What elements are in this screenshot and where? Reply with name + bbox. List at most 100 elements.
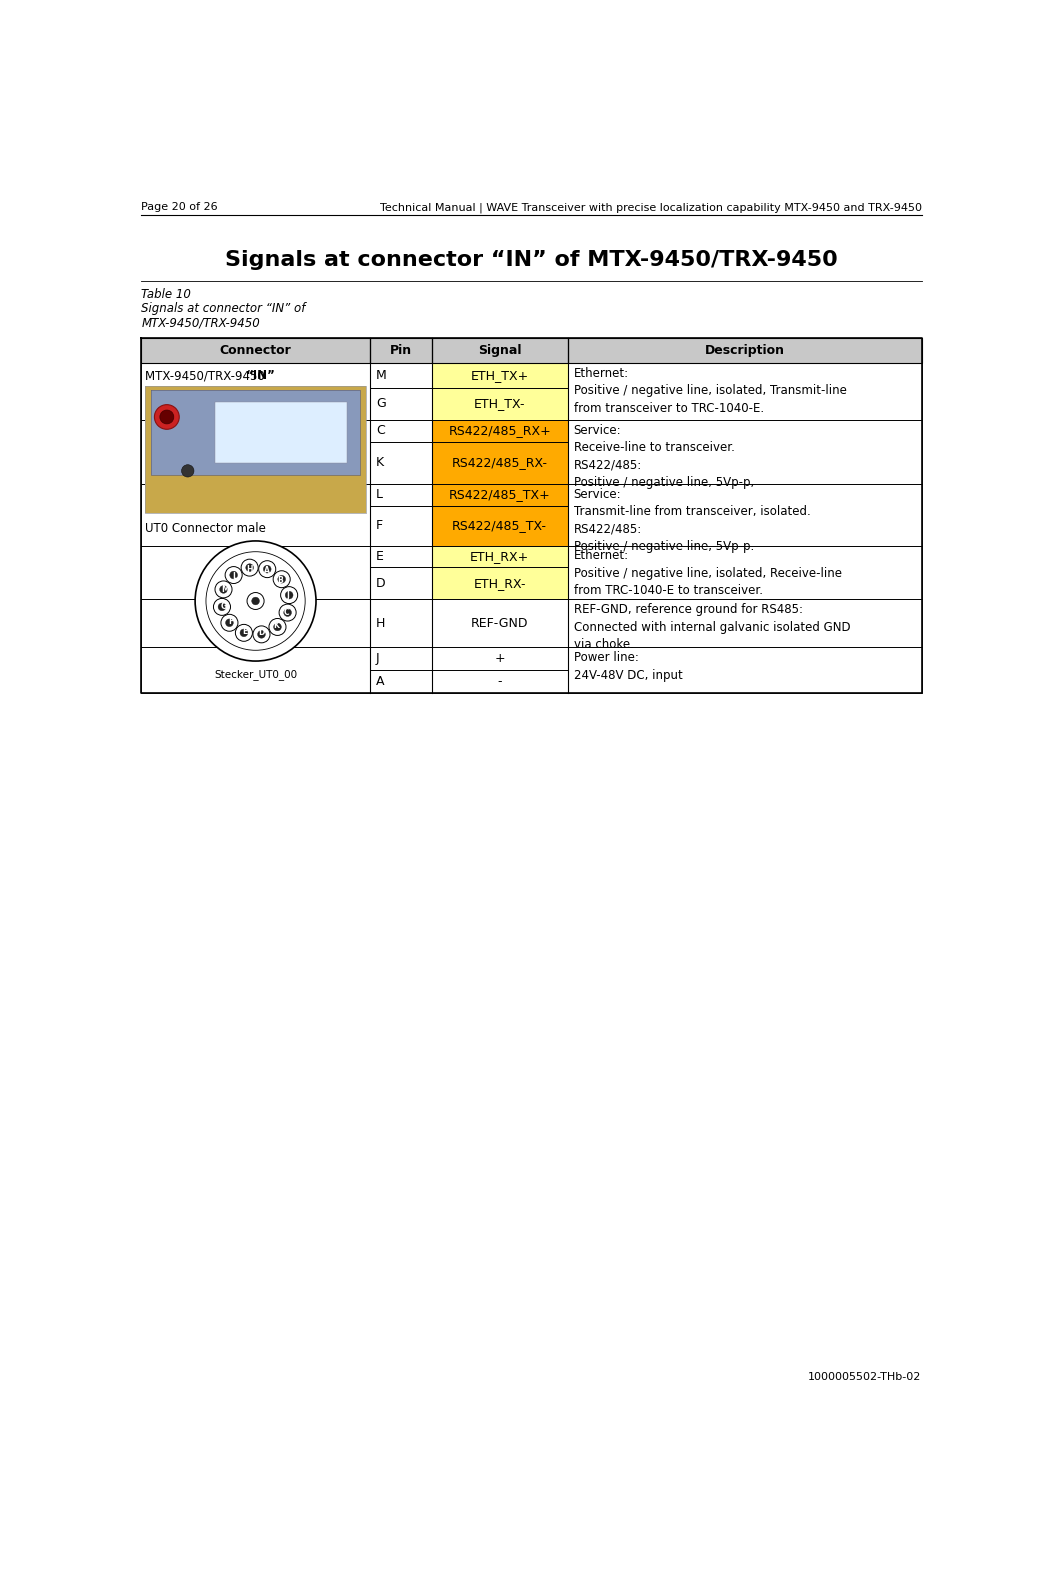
Bar [567, 339, 922, 362]
Bar [141, 646, 370, 693]
Bar [567, 646, 922, 693]
Bar [370, 420, 431, 441]
Text: Ethernet:
Positive / negative line, isolated, Receive-line
from TRC-1040-E to tr: Ethernet: Positive / negative line, isol… [573, 549, 842, 598]
Text: UT0 Connector male: UT0 Connector male [145, 522, 267, 535]
Circle shape [281, 587, 298, 604]
Bar [141, 599, 370, 646]
Bar [431, 670, 567, 693]
Text: Signal: Signal [478, 344, 522, 358]
Circle shape [215, 581, 232, 598]
Circle shape [195, 541, 316, 661]
Circle shape [214, 598, 230, 615]
Text: ETH_TX+: ETH_TX+ [471, 369, 529, 381]
Text: C: C [283, 607, 289, 617]
Text: F: F [228, 617, 233, 626]
Circle shape [155, 405, 179, 430]
Circle shape [257, 631, 265, 639]
Text: Stecker_UT0_00: Stecker_UT0_00 [214, 668, 298, 679]
Text: H: H [376, 617, 386, 629]
Bar [431, 505, 567, 546]
Bar [370, 546, 431, 566]
Circle shape [226, 618, 233, 626]
Bar [370, 483, 431, 505]
Text: A: A [263, 566, 270, 576]
Bar [567, 546, 922, 599]
Text: +: + [495, 653, 505, 665]
Bar [141, 420, 370, 483]
Bar [370, 670, 431, 693]
Bar [141, 546, 370, 599]
Circle shape [220, 585, 227, 593]
Text: -: - [498, 675, 502, 689]
Circle shape [242, 559, 258, 576]
Text: Signals at connector “IN” of MTX-9450/TRX-9450: Signals at connector “IN” of MTX-9450/TR… [225, 249, 838, 270]
Circle shape [258, 560, 276, 577]
Text: Technical Manual | WAVE Transceiver with precise localization capability MTX-945: Technical Manual | WAVE Transceiver with… [380, 202, 922, 213]
Bar [370, 566, 431, 599]
Bar [141, 483, 370, 546]
Text: G: G [376, 397, 386, 411]
Bar [370, 362, 431, 388]
Bar [370, 599, 431, 646]
Circle shape [285, 592, 293, 599]
Bar [431, 646, 567, 670]
Bar [567, 483, 922, 546]
Bar [567, 362, 922, 420]
Bar [431, 441, 567, 483]
Text: RS422/485_RX+: RS422/485_RX+ [448, 424, 551, 438]
Bar [145, 386, 366, 513]
Bar [431, 483, 567, 505]
Circle shape [240, 629, 248, 637]
Text: D: D [258, 628, 264, 637]
Bar [141, 362, 370, 420]
Text: E: E [242, 628, 247, 635]
Bar [215, 402, 346, 463]
Bar [370, 441, 431, 483]
Text: RS422/485_TX+: RS422/485_TX+ [449, 488, 551, 501]
Text: 1000005502-THb-02: 1000005502-THb-02 [808, 1371, 922, 1382]
Text: E: E [376, 549, 384, 563]
Text: Power line:
24V-48V DC, input: Power line: 24V-48V DC, input [573, 651, 682, 681]
Text: C: C [376, 424, 385, 438]
Bar [431, 362, 567, 388]
Circle shape [206, 552, 305, 650]
Circle shape [246, 563, 253, 571]
Bar [431, 566, 567, 599]
Bar [370, 646, 431, 670]
Circle shape [218, 602, 226, 610]
Circle shape [235, 624, 252, 642]
Bar [141, 339, 370, 362]
Circle shape [284, 609, 291, 617]
Bar [370, 339, 431, 362]
Text: REF-GND, reference ground for RS485:
Connected with internal galvanic isolated G: REF-GND, reference ground for RS485: Con… [573, 604, 850, 651]
Text: RS422/485_RX-: RS422/485_RX- [452, 457, 548, 469]
Text: M: M [221, 585, 229, 595]
Text: Signals at connector “IN” of: Signals at connector “IN” of [141, 303, 306, 315]
Circle shape [225, 566, 243, 584]
Bar [431, 388, 567, 420]
Bar [370, 388, 431, 420]
Text: Connector: Connector [220, 344, 291, 358]
Text: J: J [286, 592, 289, 599]
Text: “IN”: “IN” [246, 369, 276, 383]
Text: B: B [278, 576, 283, 585]
Text: Service:
Transmit-line from transceiver, isolated.
RS422/485:
Positive / negativ: Service: Transmit-line from transceiver,… [573, 488, 811, 554]
Text: L: L [232, 571, 237, 581]
Circle shape [221, 615, 237, 631]
Text: L: L [376, 488, 383, 501]
Text: H: H [247, 565, 253, 574]
Text: REF-GND: REF-GND [471, 617, 529, 629]
Text: A: A [376, 675, 385, 689]
Text: Ethernet:
Positive / negative line, isolated, Transmit-line
from transceiver to : Ethernet: Positive / negative line, isol… [573, 367, 846, 414]
Text: K: K [376, 457, 384, 469]
Text: Table 10: Table 10 [141, 289, 191, 301]
Circle shape [252, 598, 259, 606]
Text: RS422/485_TX-: RS422/485_TX- [452, 519, 548, 532]
Text: ETH_TX-: ETH_TX- [474, 397, 526, 411]
Text: Page 20 of 26: Page 20 of 26 [141, 202, 218, 212]
Circle shape [278, 576, 285, 584]
Text: K: K [274, 621, 279, 631]
Bar [151, 391, 360, 475]
Bar [431, 420, 567, 441]
Bar [431, 546, 567, 566]
